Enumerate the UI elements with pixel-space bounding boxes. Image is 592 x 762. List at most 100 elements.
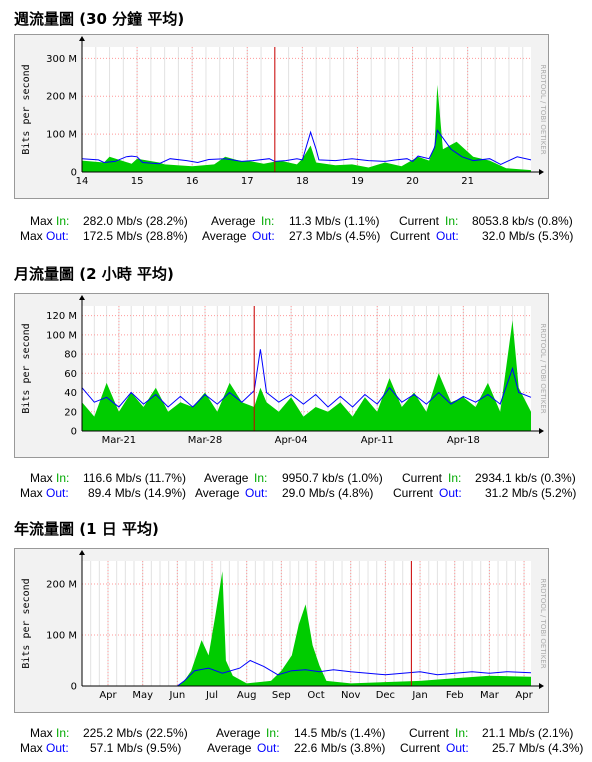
y-tick-label: 100 M [46,130,77,141]
max-out-label: Out: [46,229,69,243]
cur-in-value: 2934.1 kb/s (0.3%) [475,471,576,485]
y-tick-label: 20 [64,407,77,418]
avg-in-value: 14.5 Mb/s (1.4%) [294,726,386,740]
series-out-line [81,349,532,408]
y-tick-label: 0 [71,168,77,179]
x-tick-label: 20 [406,176,419,187]
y-tick-label: 0 [71,682,77,693]
x-axis-arrow [539,169,544,175]
monthly-stats: Max In: 116.6 Mb/s (11.7%) Average In: 9… [0,471,592,501]
x-tick-label: Oct [307,690,324,701]
series-in-area [82,320,531,431]
cur-in-label: In: [455,726,469,740]
cur-out-label: Out: [446,741,469,755]
rrdtool-watermark: RRDTOOL / TOBI OETIKER [539,578,547,668]
x-tick-label: Apr [99,690,117,701]
cur-in-label: In: [445,214,459,228]
cur-label: Current [400,741,441,755]
y-tick-label: 200 M [46,92,77,103]
y-axis-arrow [79,550,85,555]
x-tick-label: Mar [480,690,500,701]
rrdtool-watermark: RRDTOOL / TOBI OETIKER [539,323,547,413]
x-tick-label: Jun [169,690,186,701]
y-axis-arrow [79,36,85,41]
y-axis-label: Bits per second [21,578,32,668]
series-in-area [82,84,531,172]
avg-out-label: Out: [252,229,275,243]
avg-in-value: 11.3 Mb/s (1.1%) [289,214,380,228]
x-tick-label: 14 [76,176,89,187]
series-in-area [82,571,531,686]
yearly-section: 年流量圖 (1 日 平均) Apr May Jun Jul Aug Sep Oct Nov De… [0,510,592,762]
x-tick-label: 18 [296,176,309,187]
cur-out-value: 25.7 Mb/s (4.3%) [492,741,584,755]
cur-out-value: 32.0 Mb/s (5.3%) [482,229,574,243]
max-out-value: 172.5 Mb/s (28.8%) [83,229,188,243]
cur-in-label: In: [448,471,462,485]
avg-label: Average [204,471,249,485]
avg-label: Average [207,741,252,755]
x-tick-label: May [132,690,153,701]
max-label: Max [20,229,43,243]
y-tick-label: 80 [64,350,77,361]
avg-label: Average [216,726,261,740]
x-axis-arrow [539,683,544,689]
max-in-label: In: [56,214,70,228]
max-in-label: In: [56,471,70,485]
avg-out-label: Out: [245,486,268,500]
x-tick-label: Jul [205,690,218,701]
rrdtool-watermark: RRDTOOL / TOBI OETIKER [539,64,547,154]
y-tick-label: 120 M [46,311,77,322]
max-label: Max [30,214,53,228]
x-tick-label: Jan [411,690,427,701]
max-in-value: 282.0 Mb/s (28.2%) [83,214,188,228]
x-tick-label: Apr-11 [361,435,394,446]
x-tick-label: Aug [237,690,257,701]
cur-in-value: 8053.8 kb/s (0.8%) [472,214,573,228]
x-tick-label: Sep [272,690,291,701]
avg-in-value: 9950.7 kb/s (1.0%) [282,471,383,485]
cur-label: Current [409,726,450,740]
cur-out-value: 31.2 Mb/s (5.2%) [485,486,577,500]
avg-out-label: Out: [257,741,280,755]
avg-label: Average [202,229,247,243]
x-tick-label: Mar-21 [102,435,137,446]
yearly-stats: Max In: 225.2 Mb/s (22.5%) Average In: 1… [0,726,592,756]
monthly-title: 月流量圖 (2 小時 平均) [14,265,174,283]
cur-label: Current [390,229,431,243]
weekly-title: 週流量圖 (30 分鐘 平均) [14,10,185,28]
max-out-label: Out: [46,486,69,500]
yearly-title: 年流量圖 (1 日 平均) [14,520,159,538]
max-in-label: In: [56,726,70,740]
monthly-section: 月流量圖 (2 小時 平均) Mar-21 Mar-28 Apr-04 Apr-11 A… [0,255,592,505]
avg-out-value: 22.6 Mb/s (3.8%) [294,741,386,755]
y-tick-label: 60 [64,369,77,380]
y-tick-label: 100 M [46,330,77,341]
max-out-value: 57.1 Mb/s (9.5%) [90,741,182,755]
series-out-line [82,659,532,687]
x-tick-label: Mar-28 [188,435,223,446]
max-in-value: 116.6 Mb/s (11.7%) [83,471,186,485]
avg-in-label: In: [254,471,268,485]
y-tick-label: 0 [71,427,77,438]
max-in-value: 225.2 Mb/s (22.5%) [83,726,188,740]
avg-out-value: 29.0 Mb/s (4.8%) [282,486,374,500]
cur-in-value: 21.1 Mb/s (2.1%) [482,726,574,740]
weekly-stats: Max In: 282.0 Mb/s (28.2%) Average In: 1… [0,214,592,244]
x-axis-arrow [539,428,544,434]
avg-out-value: 27.3 Mb/s (4.5%) [289,229,381,243]
x-tick-label: 17 [241,176,254,187]
yearly-traffic-graph: Apr May Jun Jul Aug Sep Oct Nov Dec Jan Feb Mar Apr 0… [14,548,549,713]
y-axis-label: Bits per second [21,64,32,154]
x-tick-label: Nov [341,690,361,701]
monthly-traffic-graph: Mar-21 Mar-28 Apr-04 Apr-11 Apr-18 0 20 40 60 80 1… [14,293,549,458]
series-out-line [81,129,532,165]
x-tick-label: Apr-18 [447,435,480,446]
x-tick-label: Apr-04 [275,435,308,446]
max-out-label: Out: [46,741,69,755]
max-label: Max [30,726,53,740]
cur-out-label: Out: [436,229,459,243]
max-label: Max [30,471,53,485]
cur-label: Current [393,486,434,500]
x-tick-label: Apr [515,690,533,701]
